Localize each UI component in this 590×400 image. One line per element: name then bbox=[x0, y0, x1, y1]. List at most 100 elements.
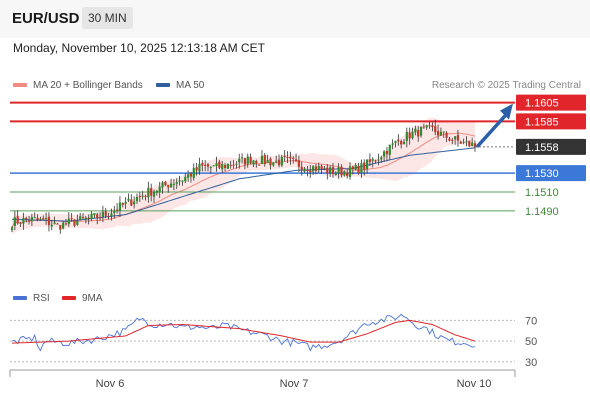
candle-body bbox=[152, 191, 156, 197]
candle bbox=[90, 211, 93, 222]
candle bbox=[107, 212, 110, 220]
candle-body bbox=[275, 160, 278, 162]
candle-body bbox=[269, 158, 272, 166]
candle-body bbox=[127, 198, 130, 201]
candle-body bbox=[121, 202, 124, 206]
candle bbox=[317, 162, 320, 173]
candle-body bbox=[456, 135, 460, 141]
candle-body bbox=[246, 156, 249, 165]
candle bbox=[221, 160, 224, 173]
candle bbox=[204, 160, 207, 172]
candle bbox=[436, 124, 440, 140]
price-tag-bg bbox=[516, 94, 586, 111]
candle-body bbox=[16, 216, 19, 224]
candle-body bbox=[93, 213, 96, 216]
candle-body bbox=[374, 160, 377, 162]
candle bbox=[178, 175, 181, 186]
candle bbox=[448, 136, 451, 142]
candle bbox=[218, 159, 221, 170]
timestamp: Monday, November 10, 2025 12:13:18 AM CE… bbox=[13, 41, 265, 55]
candle bbox=[243, 157, 247, 170]
candle-body bbox=[402, 141, 406, 145]
candle-body bbox=[371, 159, 374, 161]
candle-body bbox=[451, 139, 454, 141]
timeframe-badge[interactable]: 30 MIN bbox=[82, 7, 133, 29]
candle bbox=[252, 159, 255, 167]
candle-body bbox=[425, 125, 428, 128]
candle-body bbox=[238, 158, 241, 163]
x-tick-label: Nov 10 bbox=[457, 378, 492, 390]
candle bbox=[417, 126, 420, 142]
candle bbox=[383, 150, 386, 162]
candle-body bbox=[115, 209, 119, 211]
candle bbox=[215, 156, 218, 172]
candle-body bbox=[272, 162, 275, 166]
candle-body bbox=[337, 167, 340, 174]
candle bbox=[127, 193, 130, 202]
candle-body bbox=[62, 222, 65, 229]
legend-9ma: 9MA bbox=[62, 293, 103, 304]
candle bbox=[272, 162, 275, 167]
candle bbox=[388, 144, 391, 160]
candle bbox=[471, 137, 474, 147]
candle-body bbox=[36, 217, 39, 220]
candle-body bbox=[331, 167, 335, 175]
candle bbox=[402, 139, 406, 145]
candle bbox=[468, 140, 471, 147]
candle-body bbox=[309, 170, 312, 173]
candle bbox=[428, 121, 431, 129]
candle-body bbox=[465, 141, 468, 143]
candle bbox=[138, 192, 141, 202]
candle bbox=[19, 222, 22, 227]
candle-body bbox=[50, 224, 53, 227]
candle-body bbox=[90, 213, 93, 220]
candle-body bbox=[320, 165, 323, 170]
candle bbox=[238, 153, 241, 169]
candle bbox=[311, 164, 315, 176]
candle bbox=[70, 213, 73, 222]
rsi-ma-line bbox=[11, 319, 476, 344]
price-tag-label: 1.1510 bbox=[525, 187, 559, 199]
candle-body bbox=[53, 222, 56, 225]
legend-swatch-9ma bbox=[62, 296, 76, 301]
candle bbox=[184, 173, 187, 183]
candle bbox=[172, 179, 176, 191]
candle bbox=[124, 197, 127, 209]
candle bbox=[260, 150, 264, 165]
candle bbox=[50, 219, 53, 231]
price-tag-label: 1.1585 bbox=[525, 116, 559, 128]
candle bbox=[10, 225, 14, 233]
candle-body bbox=[289, 156, 292, 159]
candle bbox=[411, 127, 414, 140]
candle bbox=[198, 157, 201, 175]
candle-body bbox=[195, 167, 198, 171]
candle bbox=[169, 178, 173, 189]
candle-body bbox=[439, 131, 443, 136]
candle bbox=[306, 166, 309, 177]
candle-body bbox=[218, 161, 221, 168]
candle-body bbox=[144, 195, 147, 197]
candle bbox=[229, 160, 232, 169]
candle bbox=[235, 161, 238, 169]
candle-body bbox=[178, 180, 181, 182]
candle bbox=[368, 153, 372, 166]
candle bbox=[391, 139, 394, 150]
candle-body bbox=[175, 182, 178, 184]
candle-body bbox=[64, 223, 68, 225]
candle bbox=[400, 139, 403, 149]
candle bbox=[113, 205, 116, 219]
candle bbox=[385, 146, 389, 161]
candle-body bbox=[124, 201, 127, 204]
candle bbox=[445, 131, 448, 143]
candle-body bbox=[377, 159, 380, 161]
candle-body bbox=[98, 217, 102, 219]
legend-ma50: MA 50 bbox=[156, 80, 204, 91]
candle bbox=[357, 162, 360, 175]
candle-body bbox=[303, 168, 306, 172]
candle-body bbox=[192, 168, 195, 178]
candle bbox=[434, 119, 437, 136]
candle-body bbox=[10, 227, 14, 231]
candle bbox=[209, 166, 212, 174]
candle-body bbox=[79, 216, 82, 220]
